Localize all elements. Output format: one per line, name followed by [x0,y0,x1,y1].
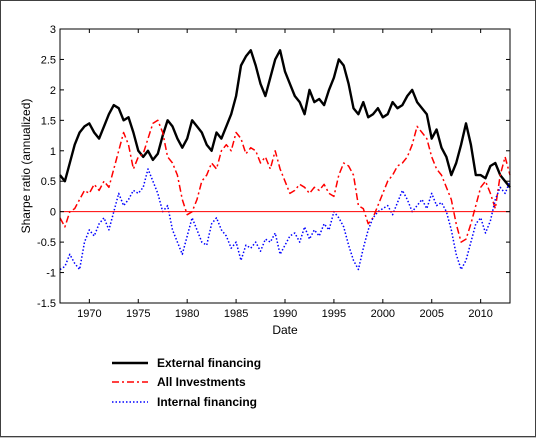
y-tick-label: 1.5 [41,115,56,127]
x-tick-label: 1990 [273,308,297,320]
y-tick-label: 2 [50,85,56,97]
x-tick-label: 1985 [224,308,248,320]
y-tick-label: 3 [50,24,56,36]
legend-label: External financing [157,356,261,370]
x-tick-label: 2005 [419,308,443,320]
x-tick-label: 2000 [371,308,395,320]
legend-label: All Investments [157,375,246,389]
x-tick-label: 1995 [322,308,346,320]
x-tick-label: 1970 [77,308,101,320]
series-line-1 [59,119,511,243]
x-tick-label: 1980 [175,308,199,320]
y-tick-label: -1.5 [37,298,56,310]
y-tick-label: 0 [50,207,56,219]
legend-label: Internal financing [157,395,257,409]
x-axis-label: Date [272,323,298,337]
y-axis-label: Sharpe ratio (annualized) [19,99,33,234]
y-tick-label: -1 [46,268,56,280]
series-line-0 [59,49,511,189]
y-tick-label: 1 [50,146,56,158]
y-tick-label: 0.5 [41,176,56,188]
y-tick-label: -0.5 [37,237,56,249]
x-tick-label: 1975 [126,308,150,320]
x-tick-label: 2010 [468,308,492,320]
y-tick-label: 2.5 [41,54,56,66]
